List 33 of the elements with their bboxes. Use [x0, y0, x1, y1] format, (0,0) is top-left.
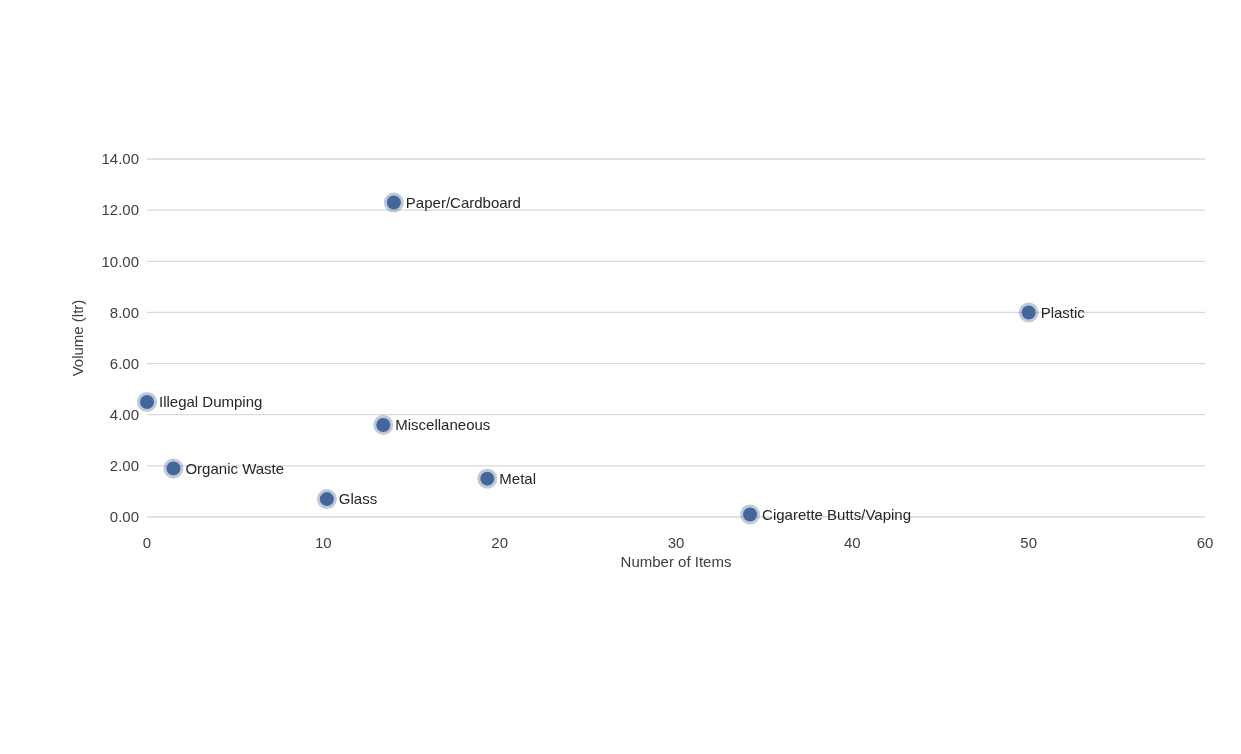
y-axis-title: Volume (ltr): [69, 299, 87, 377]
point: [1018, 302, 1039, 323]
y-tick-label: 14.00: [101, 150, 139, 168]
point: [373, 414, 394, 435]
y-tick-label: 10.00: [101, 252, 139, 270]
point: [316, 489, 337, 510]
x-tick-label: 30: [667, 533, 685, 551]
point: [740, 504, 761, 525]
annotation: Cigarette Butts/Vaping: [762, 505, 912, 523]
annotation: Illegal Dumping: [159, 393, 263, 411]
x-tick-label: 40: [843, 533, 861, 551]
point: [383, 192, 404, 213]
y-tick-label: 12.00: [101, 201, 139, 219]
annotation: Metal: [499, 469, 537, 487]
y-tick-label: 2.00: [109, 457, 139, 475]
x-tick-label: 0: [142, 533, 152, 551]
y-tick-label: 0.00: [109, 508, 139, 526]
x-tick-label: 60: [1196, 533, 1214, 551]
annotation: Organic Waste: [185, 459, 285, 477]
x-axis-title: Number of Items: [620, 553, 732, 570]
x-tick-label: 20: [491, 533, 509, 551]
annotation: Paper/Cardboard: [405, 193, 521, 211]
annotation: Miscellaneous: [395, 416, 491, 434]
annotation: Glass: [338, 490, 378, 508]
y-tick-label: 6.00: [109, 354, 139, 372]
annotation: Plastic: [1040, 303, 1086, 321]
point: [163, 458, 184, 479]
point: [477, 468, 498, 489]
x-tick-label: 50: [1020, 533, 1038, 551]
y-tick-label: 4.00: [109, 406, 139, 424]
x-tick-label: 10: [314, 533, 332, 551]
point: [137, 391, 157, 412]
y-tick-label: 8.00: [109, 303, 139, 321]
